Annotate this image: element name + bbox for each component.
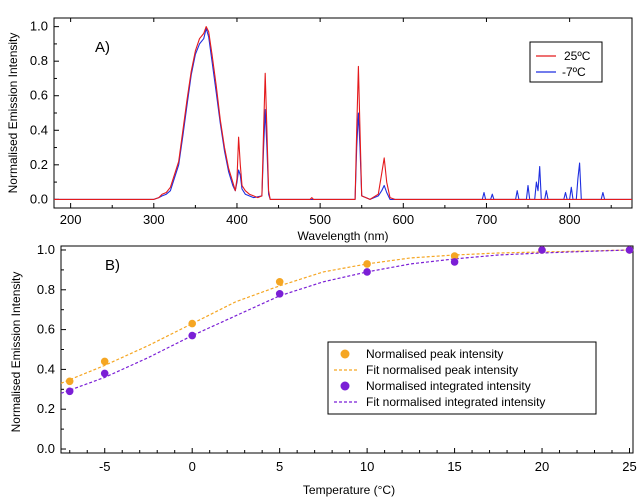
panel-a-x-tick-label: 600 (392, 212, 414, 227)
panel-b-x-tick-label: 20 (535, 459, 549, 474)
data-point-integrated (363, 268, 371, 276)
panel-a-x-tick-label: 800 (559, 212, 581, 227)
panel-b-label: B) (105, 257, 120, 274)
panel-b-y-tick-label: 1.0 (37, 242, 55, 257)
panel-b-y-tick-label: 0.4 (37, 361, 55, 376)
panel-a-label: A) (95, 39, 110, 56)
panel-b-x-tick-label: 5 (276, 459, 283, 474)
panel-b-xlabel: Temperature (°C) (303, 483, 395, 497)
panel-a-y-tick-label: 0.8 (30, 53, 48, 68)
data-point-integrated (625, 246, 634, 254)
panel-b-x-tick-label: 15 (447, 459, 461, 474)
panel-b-y-tick-label: 0.2 (37, 401, 55, 416)
legend-label-25c: 25ºC (564, 49, 591, 63)
fit-line-integrated (60, 249, 630, 394)
panel-a-y-tick-label: 0.6 (30, 88, 48, 103)
panel-b-y-tick-label: 0.0 (37, 441, 55, 456)
data-point-peak (100, 357, 109, 366)
legend-swatch-peak-points (340, 349, 350, 359)
panel-a-x-tick-label: 300 (143, 212, 165, 227)
panel-a-y-tick-label: 1.0 (30, 19, 48, 34)
legend-label-minus7c: -7ºC (562, 65, 586, 79)
panel-b-x-tick-label: -5 (99, 459, 111, 474)
panel-b-ylabel: Normalised Emission Intensity (9, 272, 23, 433)
panel-a-y-tick-label: 0.0 (30, 191, 48, 206)
legend-swatch-integrated-points (340, 381, 350, 391)
panel-a-legend: 25ºC -7ºC (529, 41, 603, 83)
data-point-peak (450, 252, 459, 260)
legend-label-peak-fit: Fit normalised peak intensity (366, 363, 518, 377)
panel-b: -5 0 5 10 15 20 25 0.0 0.2 0.4 0.6 0.8 1.0 B) Temper… (9, 242, 637, 497)
panel-a-y-tick-label: 0.2 (30, 157, 48, 172)
panel-a-ylabel: Normalised Emission Intensity (6, 33, 20, 194)
data-point-integrated (450, 258, 459, 266)
panel-b-x-tick-label: 10 (360, 459, 374, 474)
data-point-integrated (100, 369, 109, 378)
panel-a-x-tick-label: 500 (309, 212, 331, 227)
panel-b-legend-box (327, 341, 597, 415)
panel-a: 200 300 400 500 600 700 8000.00.20.40.60.81.0 … (6, 17, 633, 243)
data-point-peak (65, 377, 74, 386)
data-point-integrated (188, 331, 196, 340)
panel-a-y-tick-label: 0.4 (30, 122, 48, 137)
panel-a-x-tick-label: 700 (476, 212, 498, 227)
data-point-peak (188, 319, 196, 328)
panel-a-x-tick-label: 200 (60, 212, 82, 227)
fit-line-peak (60, 249, 630, 384)
panel-b-legend: Normalised peak intensity Fit normalised… (327, 341, 597, 415)
panel-b-x-tick-label: 25 (622, 459, 636, 474)
legend-label-peak-points: Normalised peak intensity (366, 347, 503, 361)
legend-label-integrated-fit: Fit normalised integrated intensity (366, 395, 545, 409)
panel-b-x-tick-label: 0 (189, 459, 196, 474)
panel-b-y-tick-label: 0.6 (37, 322, 55, 337)
data-point-integrated (65, 387, 74, 396)
data-point-peak (363, 260, 371, 268)
series-line-25c (54, 26, 632, 200)
panel-b-y-tick-label: 0.8 (37, 282, 55, 297)
data-point-integrated (538, 246, 546, 254)
data-point-peak (275, 278, 284, 286)
panel-a-x-tick-label: 400 (226, 212, 248, 227)
panel-a-legend-box (529, 41, 603, 83)
data-point-integrated (275, 290, 284, 298)
legend-label-integrated-points: Normalised integrated intensity (366, 379, 531, 393)
panel-a-xlabel: Wavelength (nm) (298, 229, 389, 243)
